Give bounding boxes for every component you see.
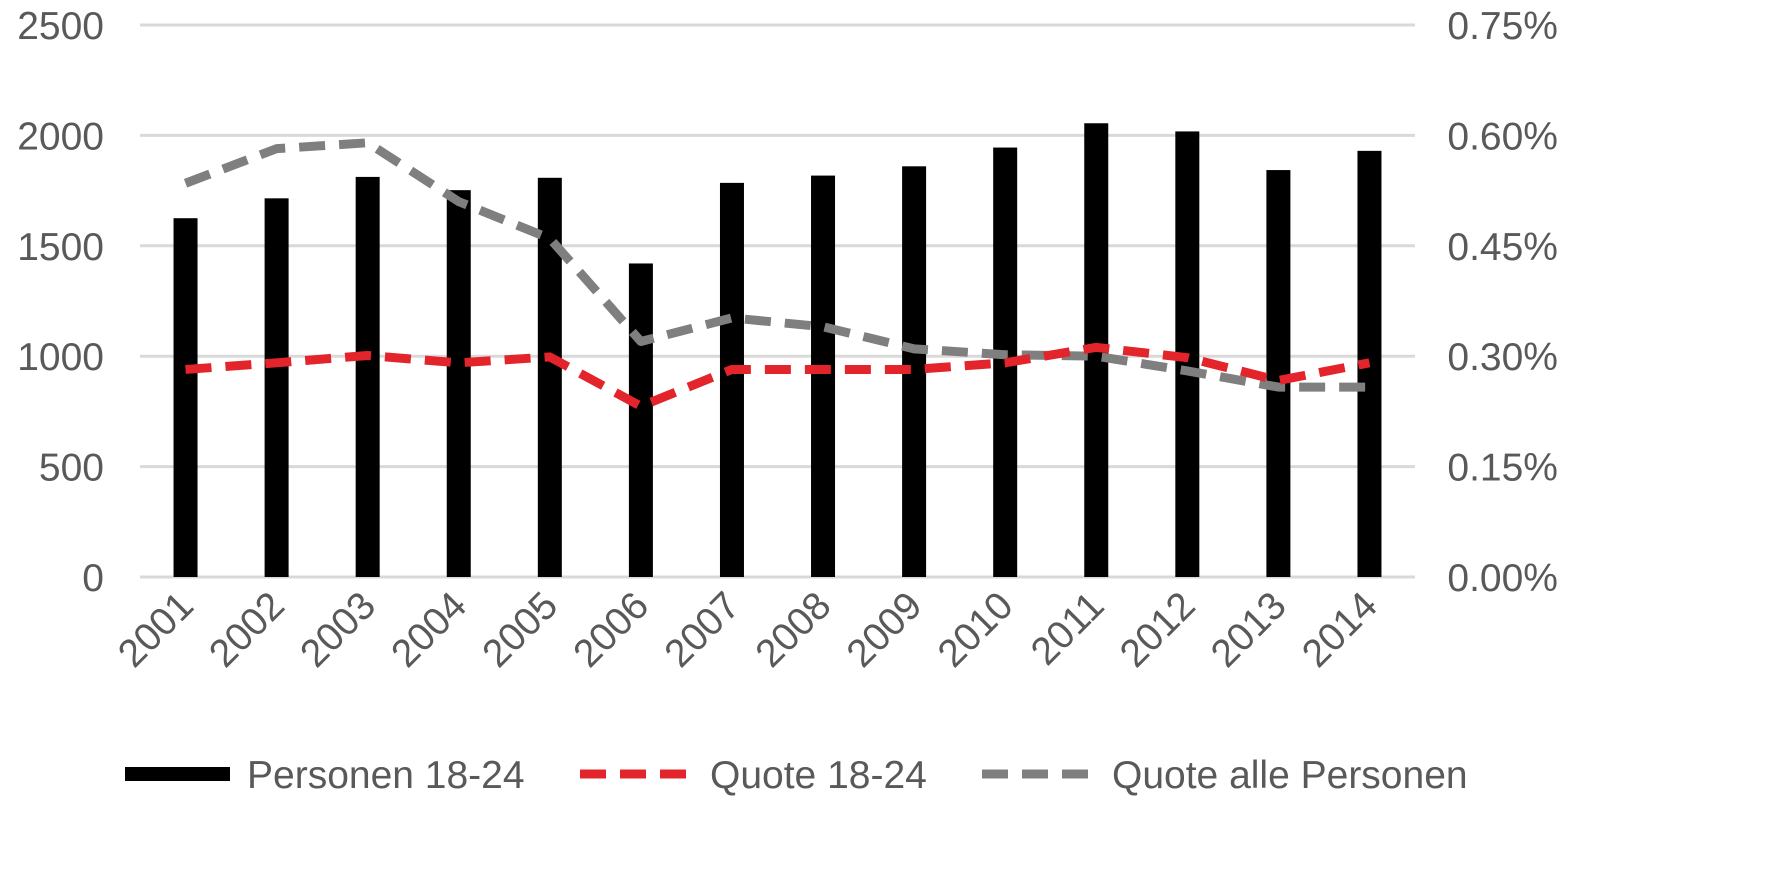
line-series (183, 138, 1371, 411)
left-tick-label: 500 (39, 447, 104, 490)
legend: Personen 18-24 Quote 18-24 Quote alle Pers… (125, 754, 1468, 797)
x-tick-label: 2013 (1203, 584, 1295, 676)
left-tick-label: 2000 (17, 115, 104, 158)
bar-2005 (537, 177, 562, 578)
x-tick-label: 2003 (292, 584, 384, 676)
bar-2002 (264, 198, 289, 577)
bar-2003 (355, 176, 380, 577)
bar-2006 (628, 263, 653, 577)
right-tick-label: 0.30% (1447, 336, 1558, 379)
line-quote-18-24 (185, 342, 1371, 411)
gridlines (140, 23, 1415, 579)
x-axis-ticks: 2001 2002 2003 2004 2005 2006 2007 2008 2009 2010… (110, 584, 1386, 676)
x-tick-label: 2008 (748, 584, 840, 676)
line-quote-alle-personen (183, 138, 1370, 392)
x-tick-label: 2006 (565, 584, 657, 676)
bar-2007 (719, 182, 744, 577)
x-tick-label: 2012 (1112, 584, 1204, 676)
right-tick-label: 0.75% (1447, 5, 1558, 48)
bar-2001 (173, 218, 198, 577)
right-tick-label: 0.60% (1447, 115, 1558, 158)
x-tick-label: 2002 (201, 584, 293, 676)
x-tick-label: 2005 (474, 584, 566, 676)
legend-label: Quote 18-24 (710, 754, 927, 797)
x-tick-label: 2007 (657, 584, 749, 676)
x-tick-label: 2009 (839, 584, 931, 676)
right-tick-label: 0.15% (1447, 447, 1558, 490)
bars-personen-18-24 (173, 123, 1382, 578)
left-axis-ticks: 0 500 1000 1500 2000 2500 (17, 5, 104, 600)
legend-label: Quote alle Personen (1112, 754, 1468, 797)
x-tick-label: 2001 (110, 584, 202, 676)
right-tick-label: 0.00% (1447, 557, 1558, 600)
left-tick-label: 1500 (17, 226, 104, 269)
legend-label: Personen 18-24 (247, 754, 525, 797)
bar-2013 (1266, 170, 1291, 577)
x-tick-label: 2014 (1294, 584, 1386, 676)
left-tick-label: 2500 (17, 5, 104, 48)
x-tick-label: 2004 (383, 584, 475, 676)
left-tick-label: 0 (82, 557, 104, 600)
bar-2004 (446, 190, 471, 578)
bar-2008 (811, 175, 836, 577)
left-tick-label: 1000 (17, 336, 104, 379)
x-tick-label: 2011 (1023, 584, 1113, 674)
right-axis-ticks: 0.00% 0.15% 0.30% 0.45% 0.60% 0.75% (1447, 5, 1558, 600)
right-tick-label: 0.45% (1447, 226, 1558, 269)
x-tick-label: 2010 (930, 584, 1022, 676)
